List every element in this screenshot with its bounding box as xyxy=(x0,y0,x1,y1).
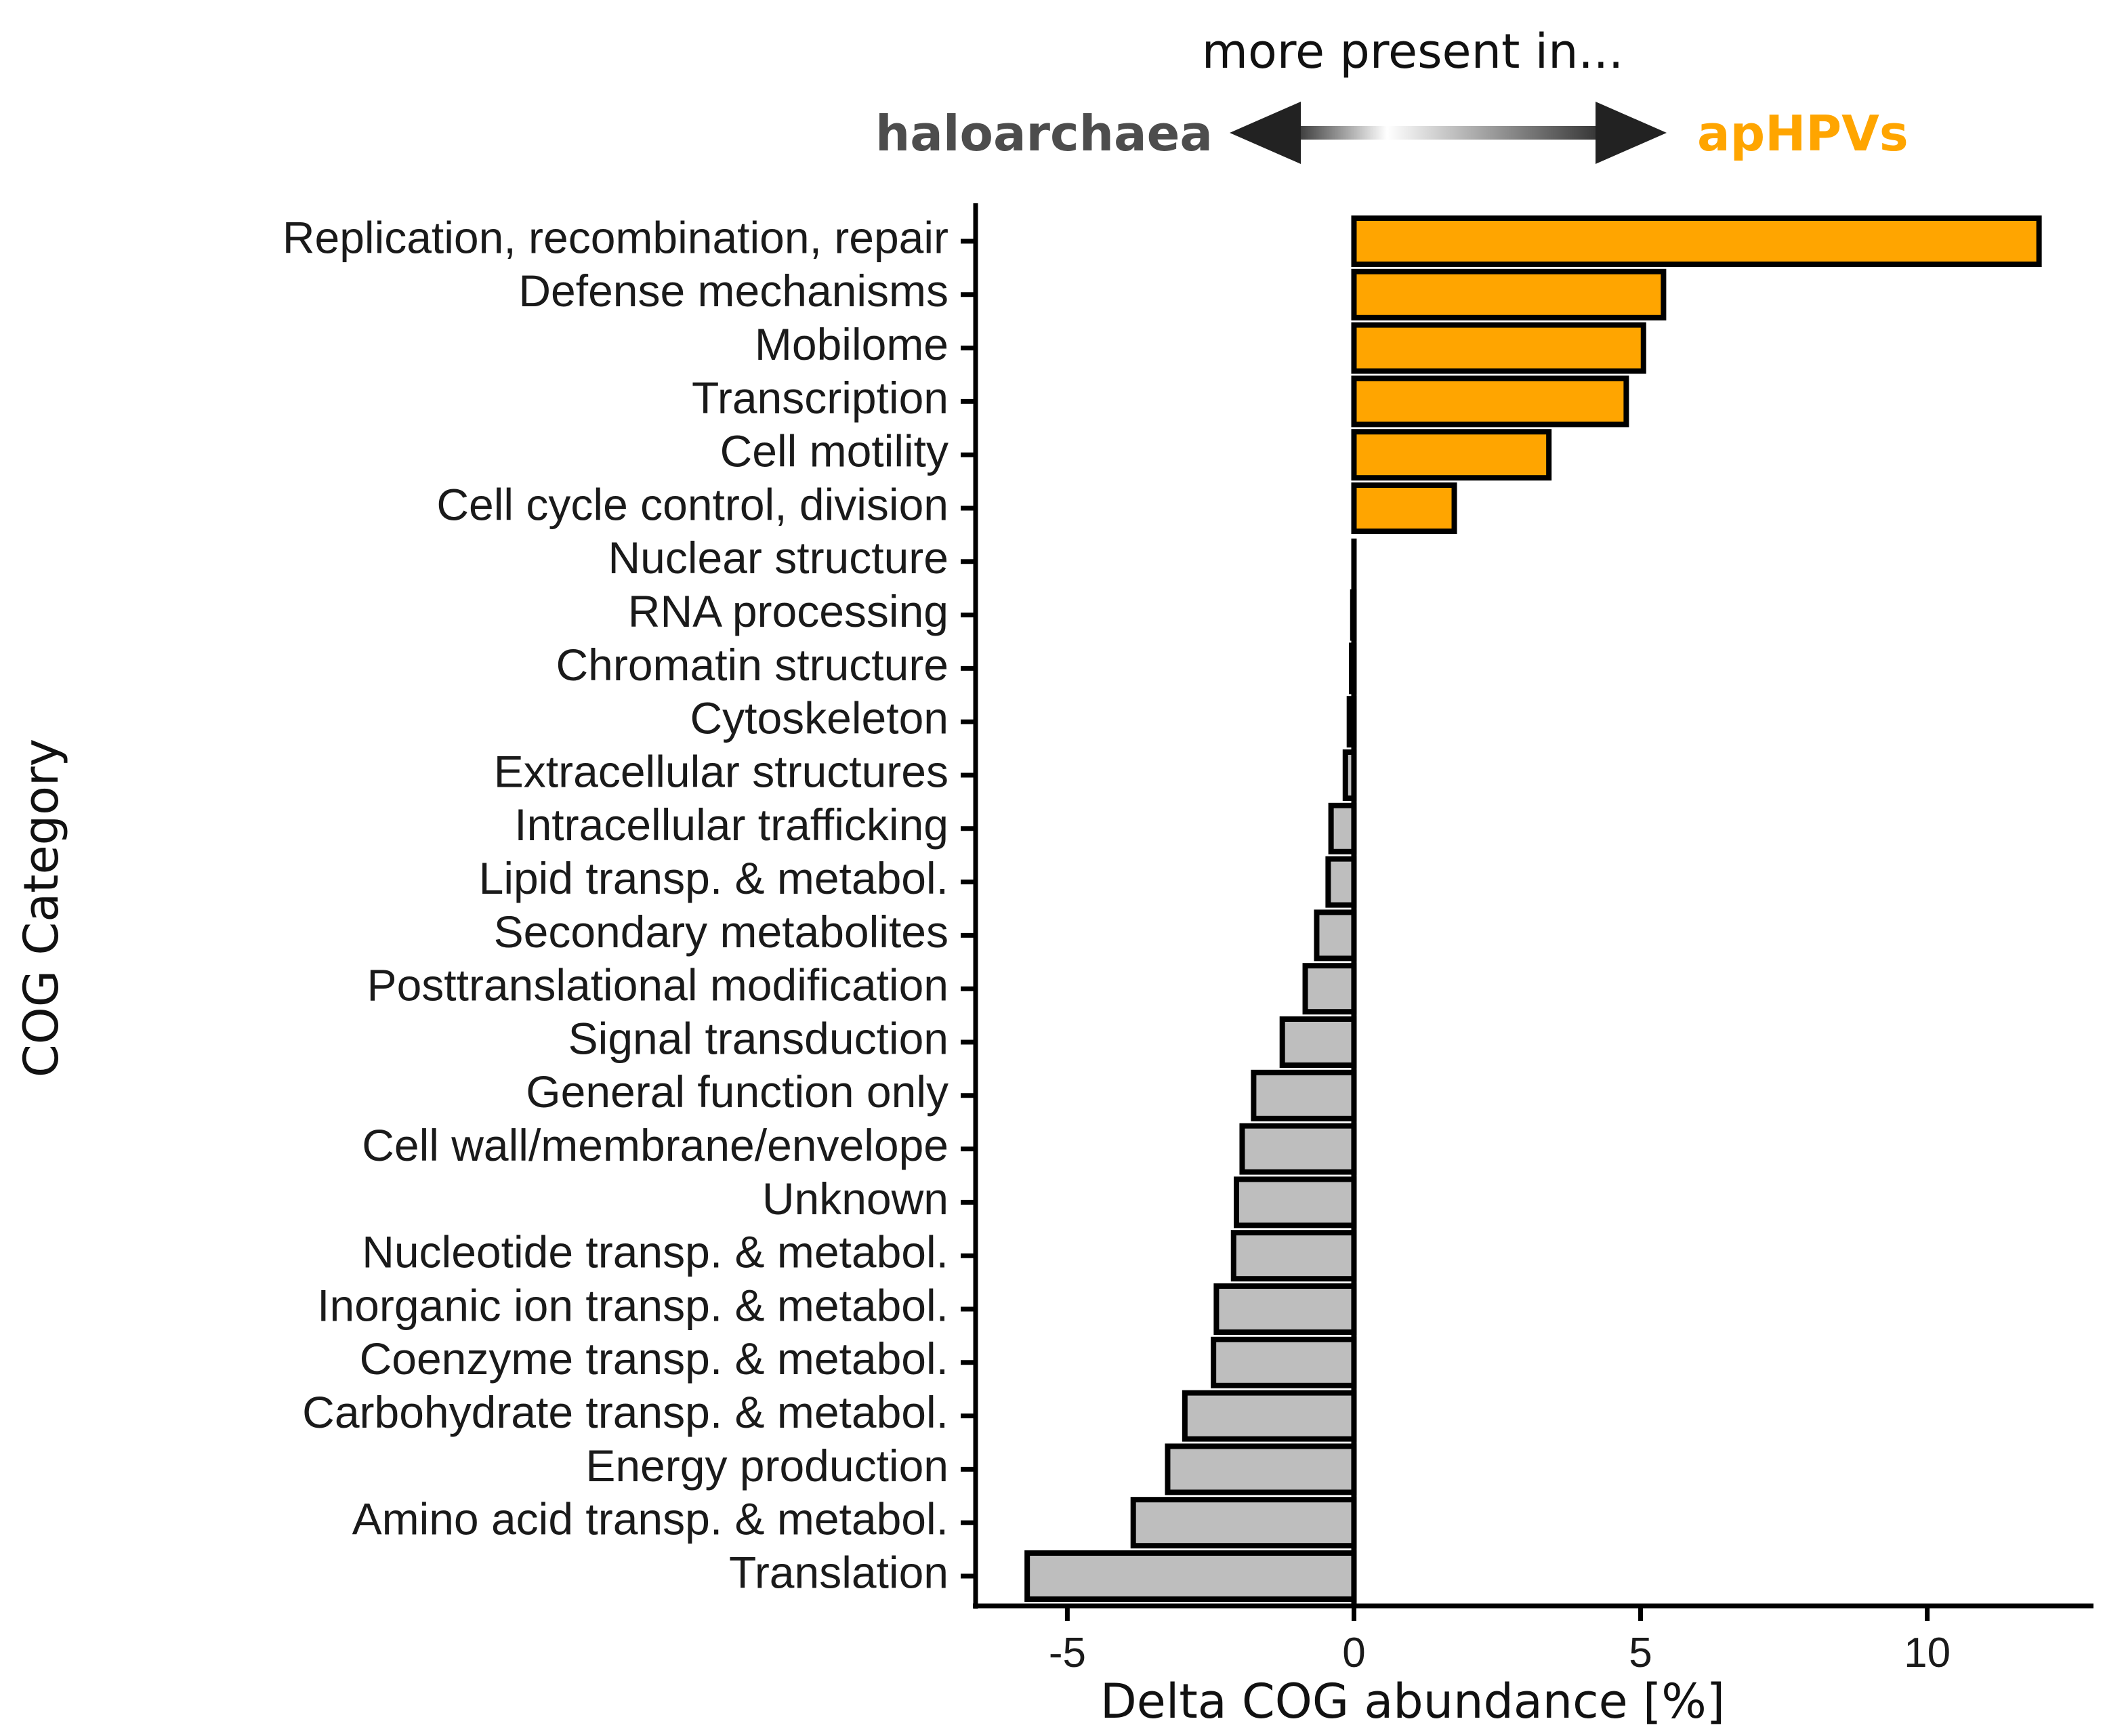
arrow-head-right-icon xyxy=(1596,102,1667,164)
y-tick-label: Cell cycle control, division xyxy=(436,479,949,529)
bar xyxy=(1211,1336,1357,1388)
y-axis: Replication, recombination, repairDefens… xyxy=(283,203,978,1609)
bar xyxy=(1351,429,1552,481)
bar xyxy=(1165,1443,1357,1495)
bar xyxy=(1279,1016,1357,1068)
x-tick-label: 5 xyxy=(1629,1630,1652,1676)
direction-arrow xyxy=(1230,102,1667,164)
header-caption: more present in... xyxy=(1202,24,1623,79)
left-group-label: haloarchaea xyxy=(875,105,1213,162)
bar xyxy=(1251,1069,1357,1121)
bar xyxy=(1351,268,1667,321)
arrow-head-left-icon xyxy=(1230,102,1301,164)
y-tick-label: Nucleotide transp. & metabol. xyxy=(362,1227,949,1277)
y-tick-label: Energy production xyxy=(585,1441,949,1491)
x-axis-title: Delta COG abundance [%] xyxy=(1100,1674,1725,1729)
y-tick-label: Posttranslational modification xyxy=(367,960,949,1010)
y-tick-label: Secondary metabolites xyxy=(494,907,949,957)
bar xyxy=(1230,1230,1357,1282)
y-tick-label: Lipid transp. & metabol. xyxy=(479,853,949,903)
x-tick-label: 10 xyxy=(1904,1630,1951,1676)
bar xyxy=(1351,482,1457,534)
y-tick-label: Translation xyxy=(729,1547,949,1597)
right-group-label: apHPVs xyxy=(1697,105,1909,162)
bar xyxy=(1130,1497,1357,1549)
bar xyxy=(1351,215,2042,267)
y-tick-label: Inorganic ion transp. & metabol. xyxy=(317,1280,949,1330)
bar xyxy=(1234,1176,1357,1228)
y-tick-label: Unknown xyxy=(762,1174,949,1224)
y-tick-label: Extracellular structures xyxy=(494,746,949,796)
y-tick-label: General function only xyxy=(526,1067,949,1117)
y-tick-label: Cell motility xyxy=(720,426,949,476)
y-tick-label: Signal transduction xyxy=(568,1013,949,1063)
y-tick-label: Intracellular trafficking xyxy=(514,800,949,850)
y-tick-label: RNA processing xyxy=(628,586,949,636)
bar xyxy=(1328,802,1357,854)
y-tick-label: Chromatin structure xyxy=(556,640,949,690)
bar xyxy=(1182,1390,1357,1442)
bar xyxy=(1213,1283,1357,1335)
bar-layer xyxy=(1024,215,2042,1606)
arrow-shaft xyxy=(1287,126,1619,140)
bar xyxy=(1351,375,1629,428)
y-tick-label: Transcription xyxy=(692,373,949,423)
bar xyxy=(1024,1550,1357,1602)
y-tick-label: Replication, recombination, repair xyxy=(283,212,949,262)
x-axis: -5 0 5 10 xyxy=(973,1603,2093,1676)
y-tick-label: Cytoskeleton xyxy=(690,693,949,743)
bar xyxy=(1351,322,1646,374)
y-tick-label: Amino acid transp. & metabol. xyxy=(352,1494,949,1544)
y-tick-label: Defense mechanisms xyxy=(518,266,949,316)
bar xyxy=(1239,1123,1357,1175)
x-tick-label: -5 xyxy=(1049,1630,1086,1676)
y-tick-label: Nuclear structure xyxy=(608,533,949,583)
y-tick-label: Mobilome xyxy=(755,319,949,369)
bar xyxy=(1314,909,1357,962)
bar xyxy=(1325,856,1357,908)
y-tick-label: Cell wall/membrane/envelope xyxy=(362,1120,949,1170)
y-tick-label: Carbohydrate transp. & metabol. xyxy=(302,1387,949,1437)
y-tick-label: Coenzyme transp. & metabol. xyxy=(360,1334,949,1384)
bar xyxy=(1302,963,1357,1015)
x-tick-label: 0 xyxy=(1342,1630,1365,1676)
y-axis-title: COG Category xyxy=(14,739,69,1077)
